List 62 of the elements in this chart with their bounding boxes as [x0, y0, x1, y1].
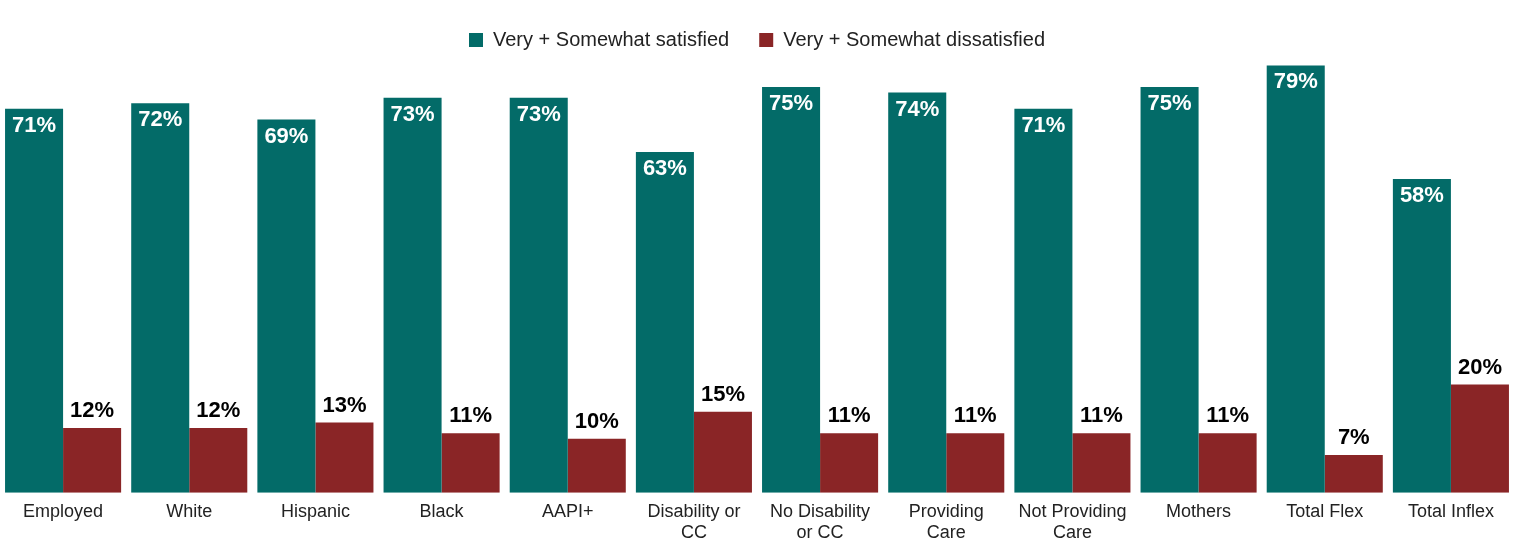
bar [1450, 384, 1509, 493]
x-tick-label: Total Inflex [1407, 500, 1494, 521]
bar [1072, 433, 1131, 493]
data-label: 11% [449, 402, 493, 428]
data-label: 74% [895, 95, 940, 121]
x-tick-label: Employed [23, 500, 104, 521]
x-tick-label: Total Flex [1286, 500, 1364, 521]
bar [820, 433, 879, 493]
data-label: 13% [322, 391, 367, 417]
bar [567, 438, 626, 493]
bar [5, 108, 64, 493]
bar [1198, 433, 1257, 493]
bar [762, 87, 821, 493]
data-label: 10% [574, 407, 619, 433]
bar [441, 433, 500, 493]
data-label: 71% [12, 111, 57, 137]
bar [257, 119, 316, 493]
data-label: 79% [1273, 68, 1318, 94]
bar [383, 97, 442, 493]
bar [693, 411, 752, 493]
data-label: 75% [1147, 90, 1192, 116]
data-label: 7% [1337, 423, 1370, 449]
data-label: 11% [1080, 402, 1123, 428]
data-label: 58% [1399, 182, 1444, 208]
bar [131, 103, 190, 493]
data-label: 71% [1021, 111, 1066, 137]
data-label: 75% [769, 90, 814, 116]
x-tick-label: Disability or CC [647, 500, 741, 543]
x-tick-label: White [166, 500, 213, 521]
bar [888, 92, 947, 493]
bar [946, 433, 1005, 493]
legend-label: Very + Somewhat dissatisfied [783, 27, 1046, 50]
legend-label: Very + Somewhat satisfied [492, 27, 730, 50]
data-label: 63% [642, 155, 687, 181]
bar [189, 427, 248, 493]
bar [509, 97, 568, 493]
x-tick-label: AAPI+ [541, 500, 594, 521]
x-tick-label: No Disability or CC [770, 500, 871, 543]
bar [1324, 454, 1383, 493]
data-label: 11% [827, 402, 871, 428]
bar [63, 427, 122, 493]
bar [1014, 108, 1073, 493]
data-label: 69% [264, 122, 309, 148]
data-label: 72% [138, 106, 183, 132]
data-label: 15% [700, 380, 745, 406]
data-label: 73% [390, 100, 435, 126]
data-label: 11% [1206, 402, 1250, 428]
data-label: 20% [1457, 353, 1502, 379]
x-tick-label: Providing Care [908, 500, 984, 543]
bar [315, 422, 374, 493]
x-tick-label: Hispanic [280, 500, 350, 521]
bar [1266, 65, 1325, 493]
x-tick-label: Not Providing Care [1018, 500, 1127, 543]
data-label: 11% [953, 402, 997, 428]
data-label: 12% [196, 396, 241, 422]
bar [635, 151, 694, 493]
x-tick-label: Black [419, 500, 465, 521]
bar [1140, 87, 1199, 493]
data-label: 73% [516, 100, 561, 126]
data-label: 12% [70, 396, 115, 422]
x-tick-label: Mothers [1166, 500, 1232, 521]
bar [1392, 179, 1451, 493]
